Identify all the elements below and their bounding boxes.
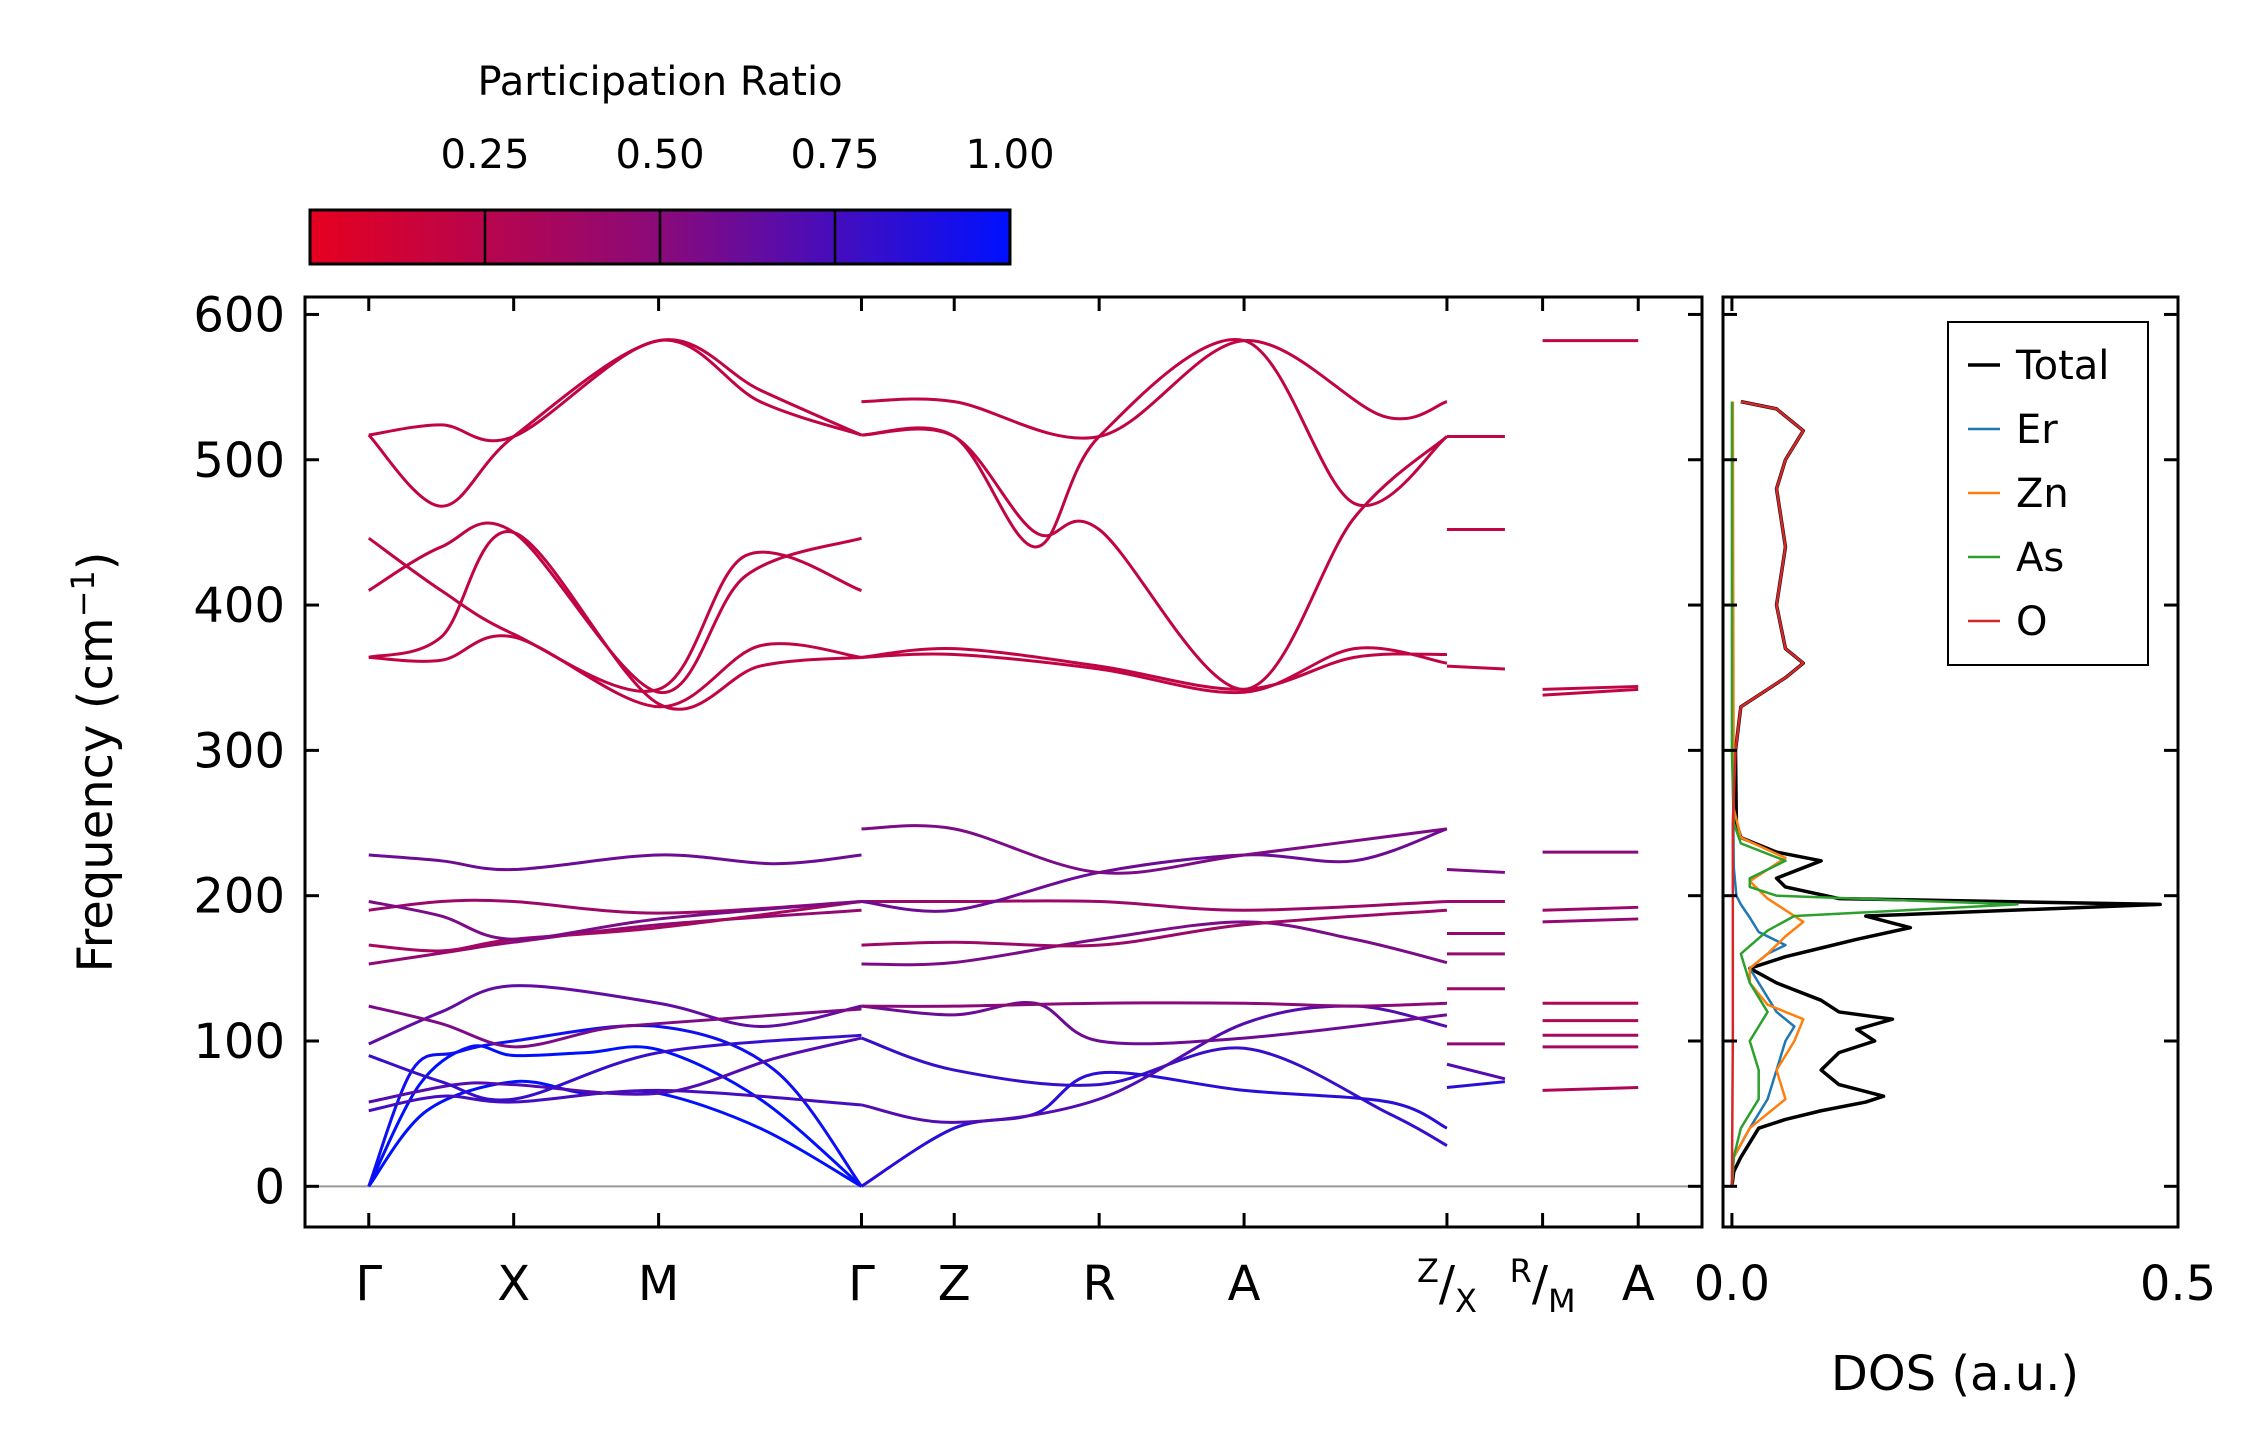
band-seg2-13: [861, 427, 1448, 691]
path-label-a2: A: [1622, 1256, 1655, 1312]
band-plot: 0 100 200 300 400 500 600 Γ X M Γ Z R A Z/X R/M A Frequ…: [64, 287, 1704, 1320]
y-tick-label: 500: [193, 433, 285, 489]
x-ticks: Γ X M Γ Z R A Z/X R/M A: [355, 297, 1655, 1320]
path-label-x1: X: [497, 1256, 530, 1312]
band-seg2-9: [861, 827, 1448, 913]
band-optic-high-5: [367, 338, 863, 508]
band-optic-high-1: [368, 634, 862, 709]
band-optic-high-4: [367, 537, 862, 693]
band-optic-high-3: [367, 521, 862, 694]
band-seg4-9: [1542, 687, 1639, 697]
band-seg2-10: [861, 824, 1448, 875]
band-seg2-3: [861, 1004, 1448, 1124]
path-label-rm: R/M: [1510, 1252, 1576, 1320]
colorbar-title: Participation Ratio: [477, 59, 842, 105]
band-lines: [367, 337, 1639, 1188]
legend-label-total: Total: [2015, 343, 2109, 389]
dos-ticks: 0.0 0.5: [1694, 297, 2216, 1312]
band-seg4-10: [1542, 684, 1639, 691]
colorbar: Participation Ratio 0.25 0.50 0.75 1.00: [308, 59, 1055, 266]
y-tick-label: 400: [193, 578, 285, 634]
dos-series-zn: [1730, 401, 1805, 1187]
band-seg2-14: [861, 337, 1448, 549]
band-seg4-1: [1542, 1086, 1639, 1092]
legend-label-er: Er: [2016, 407, 2058, 453]
path-label-gamma2: Γ: [848, 1256, 875, 1312]
y-tick-label: 600: [193, 287, 285, 343]
band-plot-frame: [303, 295, 1704, 1229]
y-axis-title: Frequency (cm−1): [64, 551, 124, 972]
legend-items: Total Er Zn As O: [1968, 343, 2109, 645]
band-seg4-7: [1542, 905, 1639, 912]
legend-label-zn: Zn: [2016, 471, 2069, 517]
band-seg2-6: [861, 920, 1448, 967]
band-seg3-9: [1446, 664, 1505, 671]
band-optic-mid-3: [368, 908, 862, 966]
dos-plot-frame: [1721, 295, 2180, 1229]
band-acoustic-2: [367, 1044, 863, 1188]
band-seg2-4: [861, 1000, 1448, 1046]
legend-label-as: As: [2016, 535, 2064, 581]
band-seg3-8: [1446, 868, 1505, 874]
colorbar-tick-label: 1.00: [965, 132, 1054, 178]
colorbar-tick-label: 0.75: [790, 132, 879, 178]
legend: Total Er Zn As O: [1947, 321, 2149, 666]
dos-plot: 0.0 0.5 DOS (a.u.) Total Er Zn As O: [1694, 295, 2216, 1402]
band-seg2-8: [861, 899, 1448, 912]
y-ticks: 0 100 200 300 400 500 600: [193, 287, 1702, 1215]
dos-x-tick-label: 0.5: [2140, 1256, 2216, 1312]
dos-series-er: [1730, 401, 1796, 1187]
band-optic-mid-7: [368, 853, 862, 872]
band-seg4-6: [1542, 917, 1639, 924]
y-tick-label: 0: [254, 1159, 285, 1215]
path-label-gamma1: Γ: [355, 1256, 382, 1312]
path-label-zx: Z/X: [1417, 1252, 1477, 1320]
band-optic-high-6: [368, 338, 862, 443]
path-label-r1: R: [1082, 1256, 1115, 1312]
dos-series-as: [1730, 401, 2019, 1187]
band-optic-low-1: [368, 1088, 862, 1113]
dos-series-o: [1730, 400, 1805, 1187]
band-optic-mid-1: [368, 984, 862, 1046]
band-seg2-5: [861, 1001, 1447, 1008]
band-seg2-15: [861, 339, 1448, 440]
path-label-z1: Z: [938, 1256, 971, 1312]
dos-lines: [1730, 399, 2162, 1187]
dos-x-axis-title: DOS (a.u.): [1831, 1346, 2079, 1402]
band-optic-mid-6: [368, 900, 862, 941]
y-tick-label: 100: [193, 1014, 285, 1070]
band-seg2-2: [860, 1070, 1448, 1188]
legend-label-o: O: [2016, 599, 2047, 645]
band-optic-low-3: [368, 1033, 862, 1102]
path-label-a1: A: [1228, 1256, 1261, 1312]
band-seg3-2: [1446, 1062, 1506, 1081]
colorbar-tick-label: 0.25: [440, 132, 529, 178]
y-tick-label: 300: [193, 723, 285, 779]
band-acoustic-3: [367, 1024, 863, 1188]
band-seg2-12: [861, 647, 1447, 691]
path-label-m1: M: [638, 1256, 679, 1312]
colorbar-ticks: 0.25 0.50 0.75 1.00: [440, 132, 1055, 264]
band-acoustic-1: [367, 1079, 863, 1188]
band-optic-mid-2: [368, 1004, 862, 1049]
band-seg2-7: [861, 908, 1448, 948]
band-seg3-1: [1446, 1080, 1506, 1089]
band-seg2-11: [861, 646, 1448, 695]
dos-x-tick-label: 0.0: [1694, 1256, 1770, 1312]
y-tick-label: 200: [193, 869, 285, 925]
band-optic-high-2: [368, 530, 862, 711]
colorbar-tick-label: 0.50: [615, 132, 704, 178]
